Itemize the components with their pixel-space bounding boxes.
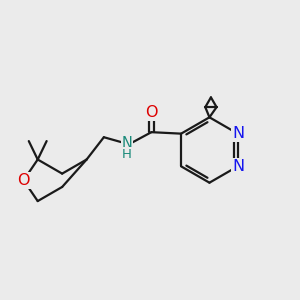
Text: N: N [121, 136, 132, 151]
Text: O: O [17, 173, 30, 188]
Text: N: N [232, 159, 244, 174]
Text: N: N [232, 126, 244, 141]
Text: H: H [122, 148, 132, 161]
Text: O: O [145, 105, 158, 120]
